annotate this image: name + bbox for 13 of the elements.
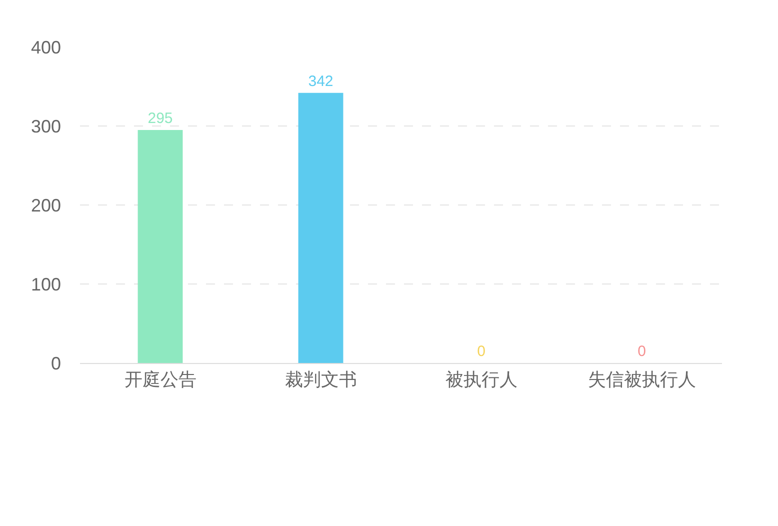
x-tick-label: 失信被执行人	[588, 370, 696, 390]
y-tick-label: 0	[50, 353, 61, 374]
x-tick-label: 裁判文书	[284, 370, 357, 390]
data-label: 0	[477, 343, 486, 360]
y-tick-label: 100	[30, 274, 61, 294]
y-tick-label: 300	[30, 116, 61, 136]
y-tick-label: 400	[30, 37, 61, 58]
x-tick-label: 开庭公告	[124, 370, 196, 390]
data-label: 295	[148, 110, 173, 127]
y-tick-label: 200	[30, 195, 61, 216]
data-label: 342	[308, 72, 334, 90]
data-label: 0	[638, 343, 646, 360]
x-tick-label: 被执行人	[445, 370, 518, 390]
